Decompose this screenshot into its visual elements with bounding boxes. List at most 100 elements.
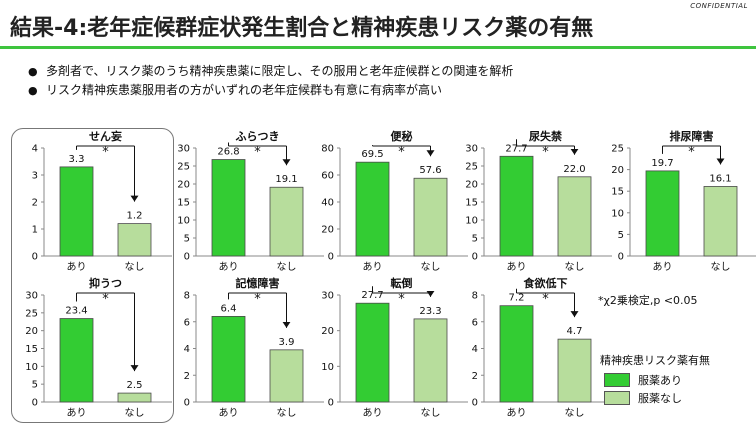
- bullet-text: 多剤者で、リスク薬のうち精神疾患薬に限定し、その服用と老年症候群との関連を解析: [46, 64, 514, 78]
- chart-title: 食欲低下: [524, 276, 568, 290]
- x-tick-label: なし: [277, 407, 297, 419]
- data-label: 26.8: [217, 147, 239, 158]
- bullet-item: ● リスク精神疾患薬服用者の方がいずれの老年症候群も有意に有病率が高い: [28, 81, 513, 100]
- data-label: 69.5: [361, 149, 383, 160]
- bar-nashi: [557, 176, 592, 257]
- chart-5: 0 5 10 15 20 25 19.7 あり 16.1 なし * 排尿障害: [611, 129, 756, 273]
- chart-title: 排尿障害: [670, 129, 714, 143]
- y-tick-label: 25: [177, 162, 190, 173]
- data-label: 27.7: [361, 290, 383, 301]
- bar-nashi: [413, 318, 448, 403]
- y-tick-label: 0: [328, 398, 334, 409]
- y-tick-label: 8: [472, 291, 478, 302]
- x-tick-label: なし: [125, 261, 145, 273]
- bar-nashi: [117, 223, 152, 257]
- bar-ari: [59, 318, 94, 403]
- y-tick-label: 5: [472, 234, 478, 245]
- y-tick-label: 15: [25, 344, 38, 355]
- significance-star: *: [542, 292, 549, 307]
- y-tick-label: 80: [321, 144, 334, 155]
- y-tick-label: 60: [321, 171, 334, 182]
- legend-item-ari: 服薬あり: [600, 371, 710, 389]
- y-tick-label: 0: [472, 398, 478, 409]
- x-tick-label: なし: [125, 407, 145, 419]
- y-tick-label: 0: [184, 398, 190, 409]
- chart-4: 0 5 10 15 20 25 30 27.7 あり 22.0 なし * 尿失禁: [465, 129, 612, 273]
- data-label: 57.6: [419, 165, 441, 176]
- footnote: *χ2乗検定,p <0.05: [598, 294, 698, 307]
- chart-1: 0 1 2 3 4 3.3 あり 1.2 なし * せん妄: [32, 129, 172, 273]
- chart-title: 便秘: [391, 129, 413, 143]
- legend-item-nashi: 服薬なし: [600, 389, 710, 407]
- y-tick-label: 3: [32, 171, 38, 182]
- data-label: 1.2: [127, 211, 143, 222]
- y-tick-label: 6: [472, 317, 478, 328]
- significance-star: *: [398, 145, 405, 160]
- x-tick-label: あり: [653, 261, 673, 273]
- x-tick-label: あり: [507, 407, 527, 419]
- y-tick-label: 10: [25, 362, 38, 373]
- y-tick-label: 20: [25, 326, 38, 337]
- data-label: 6.4: [221, 303, 237, 314]
- data-label: 23.3: [419, 306, 441, 317]
- y-tick-label: 10: [611, 208, 624, 219]
- y-tick-label: 30: [465, 144, 478, 155]
- y-tick-label: 20: [177, 180, 190, 191]
- bar-ari: [211, 315, 246, 403]
- x-tick-label: なし: [711, 261, 731, 273]
- legend-swatch-nashi: [604, 391, 630, 405]
- chart-title: せん妄: [89, 129, 122, 143]
- y-tick-label: 25: [465, 162, 478, 173]
- y-tick-label: 2: [472, 371, 478, 382]
- x-tick-label: なし: [277, 261, 297, 273]
- y-tick-label: 2: [32, 198, 38, 209]
- legend-label-nashi: 服薬なし: [638, 392, 682, 405]
- y-tick-label: 4: [184, 344, 190, 355]
- bar-nashi: [269, 186, 304, 257]
- y-tick-label: 15: [465, 198, 478, 209]
- bar-ari: [499, 305, 534, 403]
- y-tick-label: 0: [32, 252, 38, 263]
- bar-nashi: [557, 338, 592, 403]
- chart-title: 記憶障害: [236, 276, 280, 290]
- y-tick-label: 30: [321, 291, 334, 302]
- y-tick-label: 5: [618, 230, 624, 241]
- y-tick-label: 4: [472, 344, 478, 355]
- significance-star: *: [254, 145, 261, 160]
- y-tick-label: 20: [611, 165, 624, 176]
- confidential-label: CONFIDENTIAL: [690, 2, 748, 10]
- bullet-item: ● 多剤者で、リスク薬のうち精神疾患薬に限定し、その服用と老年症候群との関連を解…: [28, 62, 513, 81]
- bullet-text: リスク精神疾患薬服用者の方がいずれの老年症候群も有意に有病率が高い: [46, 83, 443, 97]
- bullet-dot-icon: ●: [28, 65, 38, 78]
- y-tick-label: 15: [177, 198, 190, 209]
- significance-star: *: [102, 145, 109, 160]
- y-tick-label: 2: [184, 371, 190, 382]
- data-label: 22.0: [563, 164, 585, 175]
- bullet-dot-icon: ●: [28, 84, 38, 97]
- bar-ari: [499, 155, 534, 257]
- left-column-bracket: [11, 128, 174, 423]
- data-label: 4.7: [567, 326, 583, 337]
- y-tick-label: 25: [611, 144, 624, 155]
- y-tick-label: 15: [611, 187, 624, 198]
- bar-ari: [59, 166, 94, 257]
- x-tick-label: あり: [363, 261, 383, 273]
- bar-nashi: [703, 186, 738, 257]
- significance-star: *: [398, 292, 405, 307]
- chart-title: 尿失禁: [529, 129, 562, 143]
- legend: 精神疾患リスク薬有無 服薬あり 服薬なし: [600, 352, 710, 407]
- legend-label-ari: 服薬あり: [638, 374, 682, 387]
- chart-title: 抑うつ: [89, 276, 122, 290]
- y-tick-label: 20: [321, 326, 334, 337]
- title-divider: [0, 46, 756, 49]
- chart-7: 0 2 4 6 8 6.4 あり 3.9 なし * 記憶障害: [184, 276, 324, 419]
- y-tick-label: 5: [184, 234, 190, 245]
- y-tick-label: 20: [321, 225, 334, 236]
- x-tick-label: なし: [421, 407, 441, 419]
- data-label: 23.4: [65, 306, 87, 317]
- y-tick-label: 30: [177, 144, 190, 155]
- y-tick-label: 10: [321, 362, 334, 373]
- chart-9: 0 2 4 6 8 7.2 あり 4.7 なし * 食欲低下: [472, 276, 612, 419]
- x-tick-label: あり: [363, 407, 383, 419]
